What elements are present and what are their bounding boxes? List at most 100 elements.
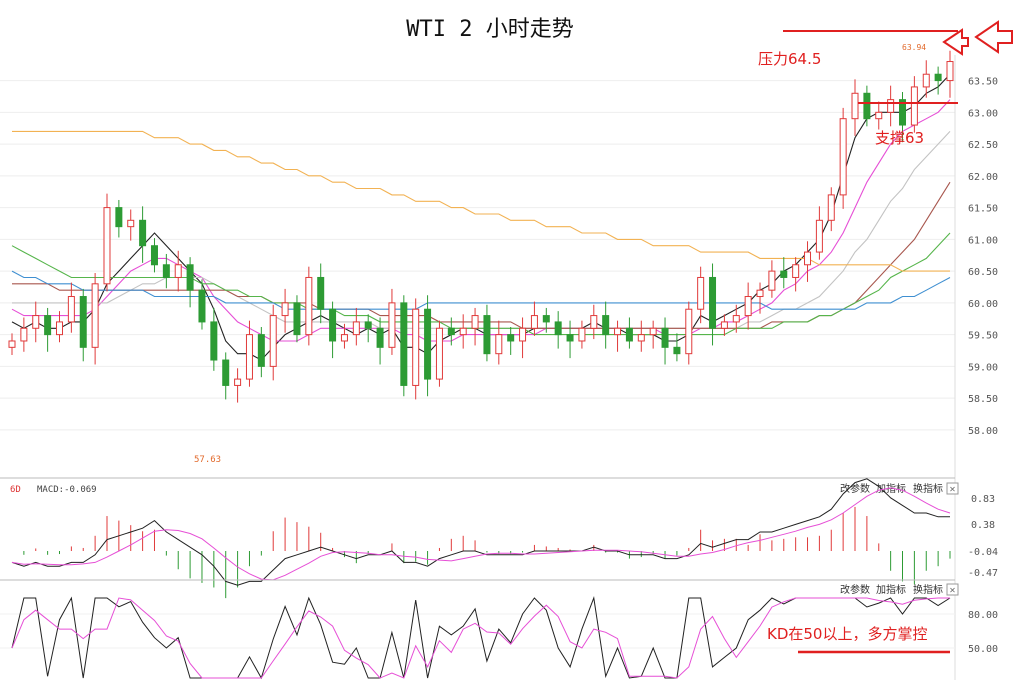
change-params-button[interactable]: 改参数 [840, 583, 870, 596]
macd-tick-label: -0.04 [968, 547, 998, 558]
kd-grid: 80.00 50.00 [0, 610, 998, 655]
candle-body [685, 308, 693, 355]
price-tick-label: 59.50 [968, 331, 998, 342]
candle-body [447, 327, 455, 336]
macd-tick-label: -0.47 [968, 568, 998, 579]
candle-body [186, 264, 194, 291]
macd-tick-label: 0.38 [971, 520, 995, 531]
candle-body [139, 219, 147, 247]
kd-tick-label: 50.00 [968, 644, 998, 655]
candle-body [269, 315, 277, 367]
candle-body [507, 334, 515, 342]
candle-body [827, 194, 835, 221]
macd-grid: 0.83 0.38 -0.04 -0.47 [968, 494, 998, 579]
candle-body [614, 327, 622, 336]
candle-body [174, 264, 182, 278]
ma-line-ma240 [12, 130, 950, 272]
candle-body [661, 327, 669, 348]
arrow-icon [974, 20, 1013, 54]
ma-line-ma10 [11, 99, 951, 342]
candle-body [150, 245, 158, 266]
price-tick-label: 62.00 [968, 172, 998, 183]
candle-body [815, 219, 823, 253]
close-icon[interactable] [946, 482, 959, 495]
candle-body [257, 334, 265, 367]
macd-tick-label: 0.83 [971, 494, 995, 505]
candle-body [839, 118, 847, 196]
candle-body [720, 321, 728, 329]
candle-body [804, 251, 812, 266]
candle-body [317, 276, 325, 310]
candle-body [887, 99, 895, 113]
candle-body [198, 289, 206, 323]
switch-indicator-button[interactable]: 换指标 [913, 583, 943, 596]
price-tick-label: 63.00 [968, 108, 998, 119]
add-indicator-button[interactable]: 加指标 [876, 583, 906, 596]
candle-body [863, 92, 871, 120]
price-tick-label: 61.50 [968, 204, 998, 215]
candle-body [910, 86, 918, 126]
add-indicator-button[interactable]: 加指标 [876, 482, 906, 495]
candle-body [649, 327, 657, 336]
candle-body [103, 207, 111, 285]
candle-body [435, 327, 443, 380]
candle-body [530, 315, 538, 329]
candle-body [162, 264, 170, 278]
ma-line-ma20 [12, 131, 951, 329]
macd-label: MACD:-0.069 [37, 485, 97, 495]
candle-body [542, 315, 550, 323]
support-label: 支撑63 [875, 129, 924, 147]
price-tick-label: 60.50 [968, 267, 998, 278]
resistance-label: 压力64.5 [758, 50, 821, 68]
candle-body [578, 327, 586, 342]
candle-body [495, 334, 503, 355]
candle-body [400, 302, 408, 386]
candle-body [673, 346, 681, 355]
candle-body [875, 111, 883, 120]
candle-body [127, 219, 135, 228]
candle-body [709, 276, 717, 329]
candle-body [851, 92, 859, 120]
candle-body [115, 207, 123, 228]
candle-body [637, 334, 645, 342]
candle-body [792, 264, 800, 278]
close-label: ✕ [949, 586, 956, 595]
ma-line-ma5 [11, 73, 951, 361]
price-grid: 63.50 63.00 62.50 62.00 61.50 61.00 60.50 60.00… [0, 77, 998, 437]
price-tick-label: 59.00 [968, 362, 998, 373]
kd-indicator [11, 596, 951, 680]
change-params-button[interactable]: 改参数 [840, 482, 870, 495]
candle-body [922, 73, 930, 88]
moving-average-lines [11, 73, 951, 361]
candle-body [697, 276, 705, 310]
candle-body [91, 283, 99, 348]
candle-body [305, 276, 313, 336]
candle-body [55, 321, 63, 336]
price-tick-label: 61.00 [968, 235, 998, 246]
candle-body [780, 270, 788, 278]
candle-body [744, 296, 752, 317]
kd-d-line [11, 597, 950, 679]
price-tick-label: 58.50 [968, 394, 998, 405]
candle-body [376, 327, 384, 348]
macd-indicator [11, 478, 951, 599]
close-icon[interactable] [946, 583, 959, 596]
candle-body [554, 321, 562, 336]
kd-note: KD在50以上，多方掌控 [767, 625, 927, 643]
candle-body [67, 296, 75, 323]
candle-body [32, 315, 40, 329]
candle-body [210, 321, 218, 361]
candle-body [281, 302, 289, 317]
candle-body [625, 327, 633, 342]
candle-body [519, 327, 527, 342]
candle-body [329, 308, 337, 342]
close-label: ✕ [949, 485, 956, 494]
switch-indicator-button[interactable]: 换指标 [913, 482, 943, 495]
ma-line-ma120 [11, 270, 951, 310]
candle-body [293, 302, 301, 336]
candle-body [459, 327, 467, 336]
candle-body [44, 315, 52, 336]
candle-body [340, 334, 348, 342]
kd-tick-label: 80.00 [968, 610, 998, 621]
